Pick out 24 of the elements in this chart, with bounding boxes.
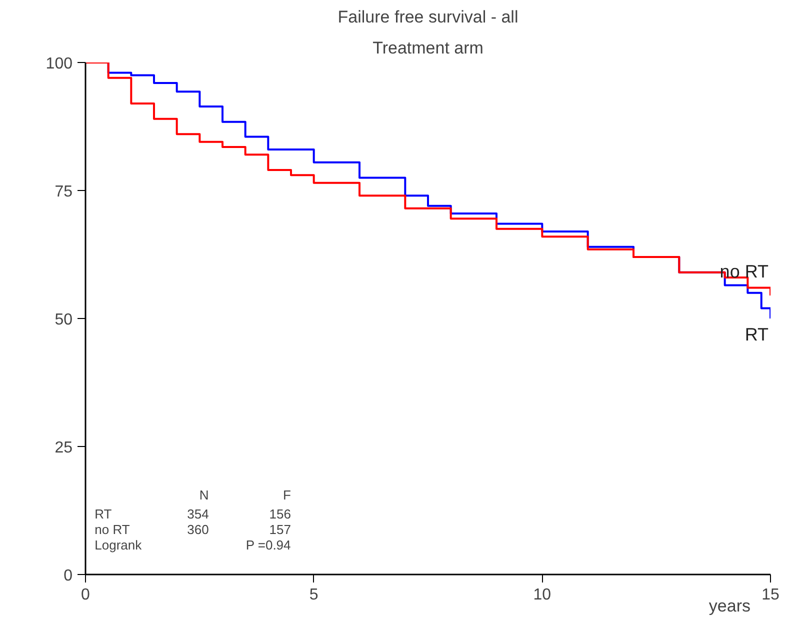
annotation: RT [94, 506, 112, 522]
annotation: 156 [269, 506, 292, 522]
y-tick-label: 50 [54, 312, 73, 328]
x-tick-label: 5 [309, 586, 318, 604]
y-tick-label: 25 [54, 440, 73, 456]
annotation: F [283, 488, 292, 503]
y-tick-label: 0 [64, 568, 73, 584]
series-label: no RT [720, 261, 769, 282]
x-tick-label: 0 [81, 586, 90, 604]
chart-title: Failure free survival - all [338, 8, 518, 26]
chart-subtitle: Treatment arm [372, 38, 484, 58]
x-axis-title: years [708, 596, 751, 616]
series-label: RT [744, 324, 769, 344]
x-tick-label: 15 [762, 586, 780, 604]
y-tick-label: 100 [46, 56, 73, 72]
annotation: 354 [187, 506, 209, 522]
y-tick-label: 75 [54, 184, 73, 200]
annotation: 157 [269, 522, 292, 537]
annotation: P =0.94 [246, 537, 291, 552]
annotation: no RT [94, 522, 130, 537]
annotation: Logrank [94, 537, 142, 552]
annotation: N [199, 488, 209, 503]
annotation: 360 [187, 522, 209, 537]
x-tick-label: 10 [533, 586, 552, 604]
